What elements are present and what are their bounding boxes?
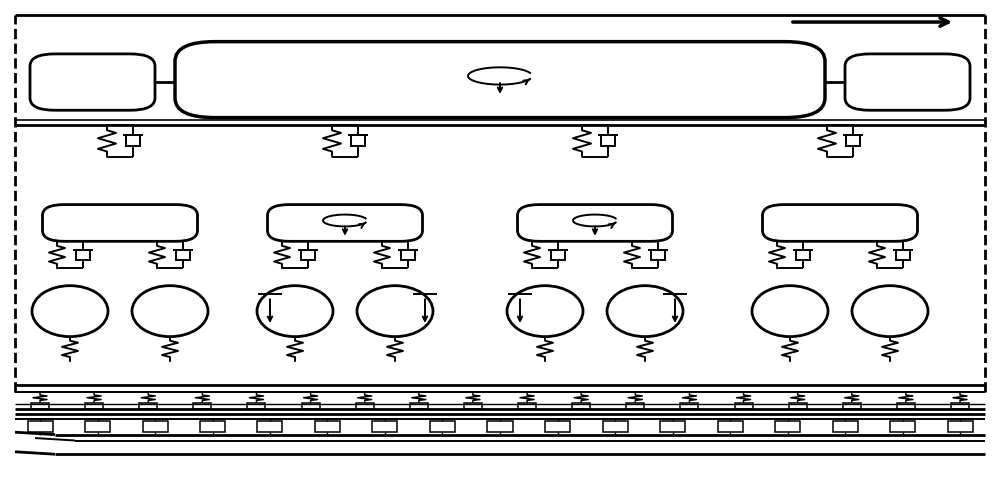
- Bar: [85, 403, 103, 410]
- Ellipse shape: [752, 286, 828, 337]
- Bar: [257, 421, 282, 432]
- Bar: [464, 403, 482, 410]
- Bar: [200, 421, 225, 432]
- Bar: [626, 403, 644, 410]
- Bar: [301, 250, 315, 260]
- Bar: [76, 250, 90, 260]
- Ellipse shape: [132, 286, 208, 337]
- Bar: [651, 250, 665, 260]
- Bar: [315, 421, 340, 432]
- Bar: [487, 421, 512, 432]
- FancyBboxPatch shape: [845, 54, 970, 110]
- Bar: [789, 403, 807, 410]
- FancyBboxPatch shape: [30, 54, 155, 110]
- Bar: [372, 421, 397, 432]
- FancyBboxPatch shape: [175, 42, 825, 118]
- Bar: [85, 421, 110, 432]
- Bar: [193, 403, 211, 410]
- Bar: [401, 250, 415, 260]
- Bar: [302, 403, 320, 410]
- Bar: [846, 135, 860, 147]
- Bar: [176, 250, 190, 260]
- Bar: [28, 421, 52, 432]
- Ellipse shape: [32, 286, 108, 337]
- Bar: [951, 403, 969, 410]
- Bar: [660, 421, 685, 432]
- Bar: [410, 403, 428, 410]
- Bar: [680, 403, 698, 410]
- FancyBboxPatch shape: [42, 205, 198, 241]
- Bar: [518, 403, 536, 410]
- Bar: [545, 421, 570, 432]
- Bar: [351, 135, 365, 147]
- Bar: [601, 135, 615, 147]
- Bar: [430, 421, 455, 432]
- Bar: [948, 421, 972, 432]
- Ellipse shape: [507, 286, 583, 337]
- Bar: [897, 403, 915, 410]
- Bar: [143, 421, 168, 432]
- Bar: [139, 403, 157, 410]
- Bar: [551, 250, 565, 260]
- FancyBboxPatch shape: [763, 205, 918, 241]
- Ellipse shape: [257, 286, 333, 337]
- FancyBboxPatch shape: [518, 205, 672, 241]
- Bar: [735, 403, 753, 410]
- Ellipse shape: [607, 286, 683, 337]
- Bar: [796, 250, 810, 260]
- Bar: [31, 403, 49, 410]
- Bar: [602, 421, 628, 432]
- FancyBboxPatch shape: [267, 205, 422, 241]
- Bar: [572, 403, 590, 410]
- Bar: [896, 250, 910, 260]
- Bar: [832, 421, 858, 432]
- Bar: [890, 421, 915, 432]
- Bar: [843, 403, 861, 410]
- Bar: [718, 421, 742, 432]
- Bar: [247, 403, 265, 410]
- Bar: [356, 403, 374, 410]
- Bar: [126, 135, 140, 147]
- Ellipse shape: [852, 286, 928, 337]
- Ellipse shape: [357, 286, 433, 337]
- Bar: [775, 421, 800, 432]
